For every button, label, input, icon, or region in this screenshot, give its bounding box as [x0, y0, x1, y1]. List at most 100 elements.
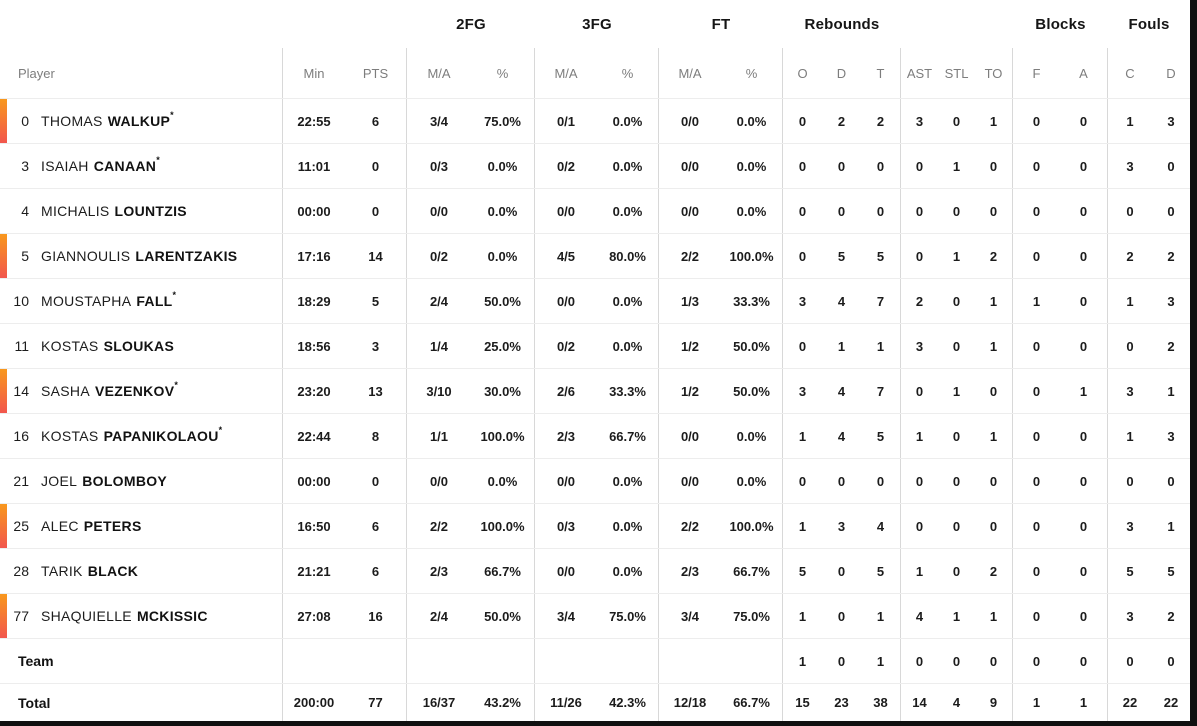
- stat-foul-c: 1: [1126, 293, 1134, 309]
- stat-blk-f: 0: [1032, 248, 1041, 264]
- col-header-reb-t: T: [861, 48, 901, 98]
- player-row[interactable]: 0 THOMAS WALKUP * 22:55 6 3/4 75.0% 0/1 …: [0, 98, 1190, 143]
- team-blk-a: 0: [1060, 639, 1108, 683]
- stat-foul-d: 3: [1167, 293, 1175, 309]
- player-row[interactable]: 28 TARIK BLACK 21:21 6 2/3 66.7% 0/0 0.0…: [0, 548, 1190, 593]
- stat-reb-d: 0: [837, 203, 846, 219]
- stat-pts: 13: [345, 369, 407, 413]
- stat-reb-o: 0: [798, 158, 807, 174]
- stat-reb-o: 3: [798, 293, 807, 309]
- stat-2fg-ma: 2/2: [429, 518, 449, 534]
- stat-min: 18:56: [297, 338, 331, 354]
- stat-stl: 0: [952, 473, 961, 489]
- stat-foul-d: 2: [1167, 248, 1175, 264]
- stat-3fg-pct: 0.0%: [597, 189, 659, 233]
- stat-reb-o: 0: [798, 473, 807, 489]
- stat-reb-o: 1: [798, 518, 807, 534]
- on-court-indicator: [0, 369, 7, 413]
- stat-stl: 1: [952, 608, 961, 624]
- player-row[interactable]: 16 KOSTAS PAPANIKOLAOU * 22:44 8 1/1 100…: [0, 413, 1190, 458]
- group-header-row: 2FG 3FG FT Rebounds Blocks Fouls: [0, 0, 1190, 48]
- stat-blk-a: 0: [1060, 414, 1108, 458]
- player-last-name: LARENTZAKIS: [135, 248, 238, 264]
- stat-ast: 4: [915, 608, 924, 624]
- team-foul-c: 0: [1126, 653, 1134, 669]
- stat-to: 2: [975, 234, 1013, 278]
- stat-ft-ma: 2/2: [680, 518, 700, 534]
- team-to: 0: [975, 639, 1013, 683]
- stat-pts: 0: [345, 144, 407, 188]
- stat-3fg-pct: 0.0%: [597, 324, 659, 368]
- stat-blk-f: 0: [1032, 158, 1041, 174]
- player-last-name: PAPANIKOLAOU: [103, 428, 219, 444]
- jersey-number: 25: [13, 518, 29, 534]
- col-header-ft-ma: M/A: [678, 65, 702, 81]
- stat-2fg-ma: 2/4: [429, 293, 449, 309]
- total-ft-pct: 66.7%: [721, 684, 783, 721]
- player-row[interactable]: 4 MICHALIS LOUNTZIS 00:00 0 0/0 0.0% 0/0…: [0, 188, 1190, 233]
- stat-ft-pct: 33.3%: [721, 279, 783, 323]
- stat-foul-d: 1: [1167, 518, 1175, 534]
- stat-reb-t: 5: [861, 234, 901, 278]
- stat-ast: 1: [915, 563, 924, 579]
- stat-to: 0: [975, 189, 1013, 233]
- player-row[interactable]: 5 GIANNOULIS LARENTZAKIS 17:16 14 0/2 0.…: [0, 233, 1190, 278]
- stat-blk-a: 0: [1060, 279, 1108, 323]
- stat-min: 22:44: [297, 428, 331, 444]
- jersey-number: 14: [13, 383, 29, 399]
- stat-2fg-pct: 0.0%: [471, 459, 535, 503]
- player-first-name: JOEL: [41, 473, 78, 489]
- player-row[interactable]: 10 MOUSTAPHA FALL * 18:29 5 2/4 50.0% 0/…: [0, 278, 1190, 323]
- stat-min: 18:29: [297, 293, 331, 309]
- player-row[interactable]: 77 SHAQUIELLE MCKISSIC 27:08 16 2/4 50.0…: [0, 593, 1190, 638]
- stat-reb-o: 3: [798, 383, 807, 399]
- stat-stl: 0: [952, 563, 961, 579]
- stat-reb-o: 1: [798, 428, 807, 444]
- jersey-number: 77: [13, 608, 29, 624]
- player-cell: 5 GIANNOULIS LARENTZAKIS: [0, 234, 283, 278]
- player-row[interactable]: 3 ISAIAH CANAAN * 11:01 0 0/3 0.0% 0/2 0…: [0, 143, 1190, 188]
- stat-foul-c: 3: [1126, 518, 1134, 534]
- player-first-name: TARIK: [41, 563, 83, 579]
- stat-3fg-pct: 0.0%: [597, 144, 659, 188]
- stat-3fg-ma: 2/3: [556, 428, 576, 444]
- player-row[interactable]: 14 SASHA VEZENKOV * 23:20 13 3/10 30.0% …: [0, 368, 1190, 413]
- stat-blk-f: 0: [1032, 203, 1041, 219]
- stat-to: 0: [975, 369, 1013, 413]
- stat-ft-pct: 66.7%: [721, 549, 783, 593]
- player-row[interactable]: 11 KOSTAS SLOUKAS 18:56 3 1/4 25.0% 0/2 …: [0, 323, 1190, 368]
- stat-to: 1: [975, 324, 1013, 368]
- player-row[interactable]: 21 JOEL BOLOMBOY 00:00 0 0/0 0.0% 0/0 0.…: [0, 458, 1190, 503]
- stat-3fg-pct: 0.0%: [597, 279, 659, 323]
- stat-3fg-ma: 0/2: [556, 158, 576, 174]
- total-2fg-pct: 43.2%: [471, 684, 535, 721]
- stat-to: 0: [975, 459, 1013, 503]
- stat-ft-pct: 0.0%: [721, 189, 783, 233]
- col-header-2fg-pct: %: [471, 48, 535, 98]
- group-header-fouls: Fouls: [1128, 15, 1170, 33]
- stat-foul-d: 0: [1167, 473, 1175, 489]
- stat-reb-o: 0: [798, 248, 807, 264]
- stat-to: 1: [975, 414, 1013, 458]
- group-header-blocks: Blocks: [1035, 15, 1086, 33]
- col-header-pts: PTS: [345, 48, 407, 98]
- stat-reb-t: 0: [861, 144, 901, 188]
- stat-foul-c: 2: [1126, 248, 1134, 264]
- stat-pts: 16: [345, 594, 407, 638]
- col-header-min: Min: [303, 65, 325, 81]
- col-header-ft-pct: %: [721, 48, 783, 98]
- stat-reb-t: 7: [861, 369, 901, 413]
- stat-ast: 1: [915, 428, 924, 444]
- team-reb-t: 1: [861, 639, 901, 683]
- player-cell: 11 KOSTAS SLOUKAS: [0, 324, 283, 368]
- stat-ast: 3: [915, 338, 924, 354]
- col-header-blk-a: A: [1060, 48, 1108, 98]
- stat-ast: 3: [915, 113, 924, 129]
- stat-to: 1: [975, 99, 1013, 143]
- player-row[interactable]: 25 ALEC PETERS 16:50 6 2/2 100.0% 0/3 0.…: [0, 503, 1190, 548]
- stat-foul-d: 5: [1167, 563, 1175, 579]
- stat-2fg-pct: 0.0%: [471, 234, 535, 278]
- col-header-player: Player: [0, 48, 283, 98]
- stat-blk-f: 1: [1032, 293, 1041, 309]
- total-foul-c: 22: [1122, 695, 1138, 710]
